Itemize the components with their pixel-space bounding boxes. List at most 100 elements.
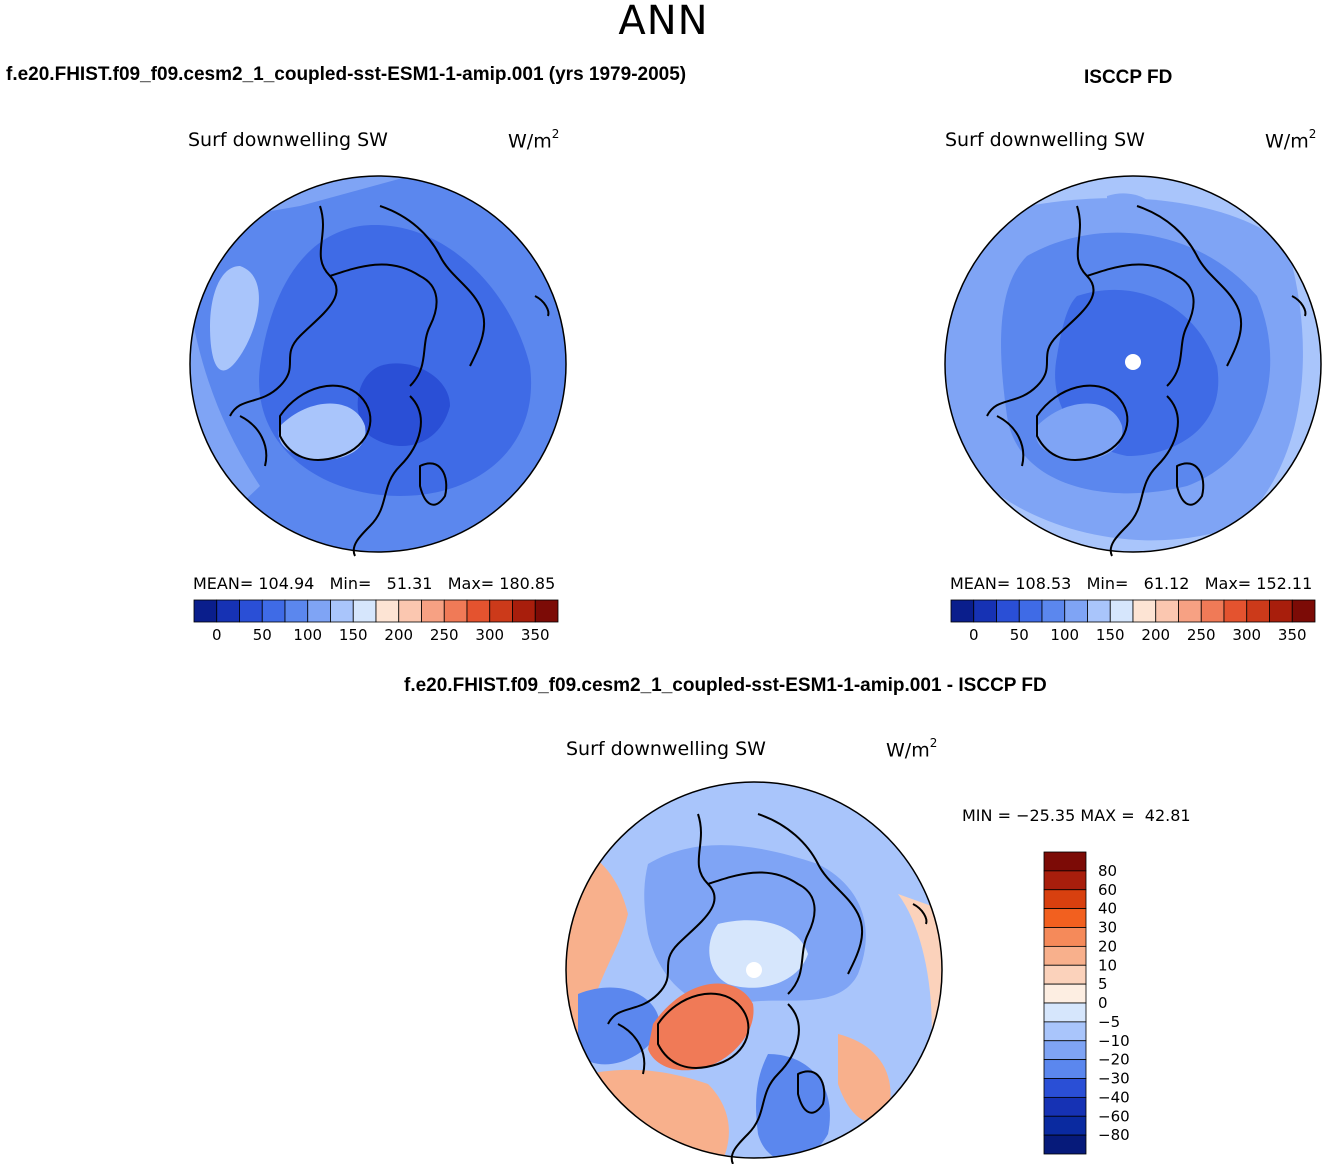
diff-colorbar-tick-label: 20 (1098, 937, 1117, 955)
obs-map-boundary (944, 175, 1322, 553)
diff-colorbar-tick-label: 5 (1098, 975, 1108, 993)
diff-polar-map (565, 781, 943, 1164)
model-colorbar-swatch (534, 599, 559, 623)
diff-colorbar-swatch (1043, 889, 1087, 910)
diff-variable-label: Surf downwelling SW (566, 738, 766, 760)
obs-colorbar-swatch (1269, 599, 1293, 623)
model-colorbar-tick-label: 150 (339, 626, 368, 644)
diff-colorbar-swatch (1043, 1040, 1087, 1061)
model-colorbar-tick-label: 50 (253, 626, 272, 644)
obs-field-band-4 (1107, 193, 1159, 232)
model-colorbar-tick-label: 300 (475, 626, 504, 644)
model-field-band-3 (357, 363, 450, 446)
model-mean-label: MEAN= (193, 574, 254, 593)
diff-colorbar-tick-label: 80 (1098, 862, 1117, 880)
diff-colorbar-swatch (1043, 945, 1087, 966)
diff-min-label: MIN = (962, 806, 1011, 825)
diff-colorbar-tick-label: −30 (1098, 1070, 1130, 1088)
model-colorbar-swatch (193, 599, 218, 623)
diff-panel-title: f.e20.FHIST.f09_f09.cesm2_1_coupled-sst-… (404, 675, 1047, 696)
diff-pole-hole (746, 962, 762, 978)
model-field-band-4 (210, 266, 259, 371)
model-colorbar-swatch (261, 599, 286, 623)
model-colorbar-swatch (239, 599, 263, 623)
obs-colorbar-swatch (973, 599, 997, 623)
diff-field-band-5 (709, 920, 808, 988)
diff-colorbar-swatch (1043, 908, 1087, 928)
diff-colorbar-swatch (1043, 1059, 1087, 1079)
diff-field-band-9 (838, 1034, 891, 1123)
model-min-value: 51.31 (386, 574, 433, 593)
model-greenland-field (278, 403, 366, 460)
obs-units-label: W/m2 (1265, 127, 1317, 153)
diff-field-band-8 (756, 1054, 830, 1158)
diff-colorbar-tick-label: −5 (1098, 1013, 1120, 1031)
obs-colorbar-swatch (1155, 599, 1179, 623)
diff-colorbar-tick-label: 40 (1098, 900, 1117, 918)
obs-max-value: 152.11 (1256, 574, 1313, 593)
obs-min-value: 61.12 (1143, 574, 1190, 593)
model-map-boundary (189, 175, 567, 553)
obs-mean-label: MEAN= (950, 574, 1011, 593)
diff-colorbar-tick-label: −80 (1098, 1126, 1130, 1144)
model-colorbar-swatch (443, 599, 468, 623)
obs-stats: MEAN= 108.53 Min= 61.12 Max= 152.11 (950, 574, 1312, 593)
model-colorbar-swatch (421, 599, 445, 623)
diff-colorbar-tick-label: 0 (1098, 994, 1108, 1012)
diff-colorbar-tick-label: −40 (1098, 1088, 1130, 1106)
model-colorbar-swatch (352, 599, 377, 623)
model-colorbar-swatch (216, 599, 240, 623)
diff-colorbar-swatch (1043, 1115, 1087, 1136)
diff-stats: MIN = −25.35 MAX = 42.81 (962, 806, 1191, 825)
obs-colorbar-swatch (996, 599, 1020, 623)
diff-colorbar-swatch (1043, 1078, 1087, 1098)
obs-colorbar-swatch (1246, 599, 1270, 623)
model-polar-map (189, 175, 567, 557)
obs-colorbar: 0 50 100 150 200 250 300 350 (950, 599, 1316, 644)
diff-colorbar-tick-label: −10 (1098, 1032, 1130, 1050)
obs-colorbar-swatch (1132, 599, 1157, 623)
diff-colorbar-swatch (1043, 1021, 1087, 1042)
obs-polar-map (944, 175, 1322, 557)
model-panel-title: f.e20.FHIST.f09_f09.cesm2_1_coupled-sst-… (6, 64, 687, 85)
diff-colorbar-swatch (1043, 870, 1087, 891)
model-stats: MEAN= 104.94 Min= 51.31 Max= 180.85 (193, 574, 555, 593)
obs-colorbar-swatch (1041, 599, 1066, 623)
model-colorbar-swatch (512, 599, 536, 623)
obs-colorbar-tick-label: 250 (1187, 626, 1216, 644)
obs-colorbar-swatch (1200, 599, 1225, 623)
diff-colorbar-swatch (1043, 1002, 1087, 1023)
obs-colorbar-tick-label: 50 (1010, 626, 1029, 644)
diff-coastlines (607, 813, 928, 1164)
model-colorbar-swatch (375, 599, 400, 623)
diff-colorbar-swatch (1043, 851, 1087, 872)
model-variable-label: Surf downwelling SW (188, 129, 388, 151)
diff-colorbar-swatch (1043, 1096, 1087, 1117)
model-colorbar-tick-label: 350 (521, 626, 550, 644)
obs-pole-hole (1125, 354, 1141, 370)
diff-map-boundary (565, 781, 943, 1159)
diff-units-label: W/m2 (886, 736, 938, 762)
diff-colorbar-tick-label: −60 (1098, 1107, 1130, 1125)
model-colorbar-tick-label: 100 (293, 626, 322, 644)
obs-colorbar-tick-label: 200 (1141, 626, 1170, 644)
model-max-label: Max= (447, 574, 495, 593)
obs-colorbar-swatch (1064, 599, 1088, 623)
obs-colorbar-swatch (1109, 599, 1134, 623)
obs-colorbar-tick-label: 350 (1278, 626, 1307, 644)
obs-coastlines (986, 205, 1307, 557)
diff-colorbar-swatch (1043, 1134, 1087, 1155)
diff-colorbar-tick-label: 10 (1098, 956, 1117, 974)
diff-colorbar-swatch (1043, 927, 1087, 947)
model-colorbar-swatch (466, 599, 491, 623)
obs-panel-title: ISCCP FD (1084, 67, 1173, 88)
diff-field-band-7 (578, 1069, 729, 1158)
obs-colorbar-swatch (1291, 599, 1316, 623)
obs-colorbar-swatch (1018, 599, 1043, 623)
obs-colorbar-swatch (1178, 599, 1202, 623)
obs-colorbar-tick-label: 300 (1232, 626, 1261, 644)
obs-colorbar-tick-label: 150 (1096, 626, 1125, 644)
model-colorbar-swatch (307, 599, 331, 623)
obs-colorbar-swatch (1087, 599, 1111, 623)
